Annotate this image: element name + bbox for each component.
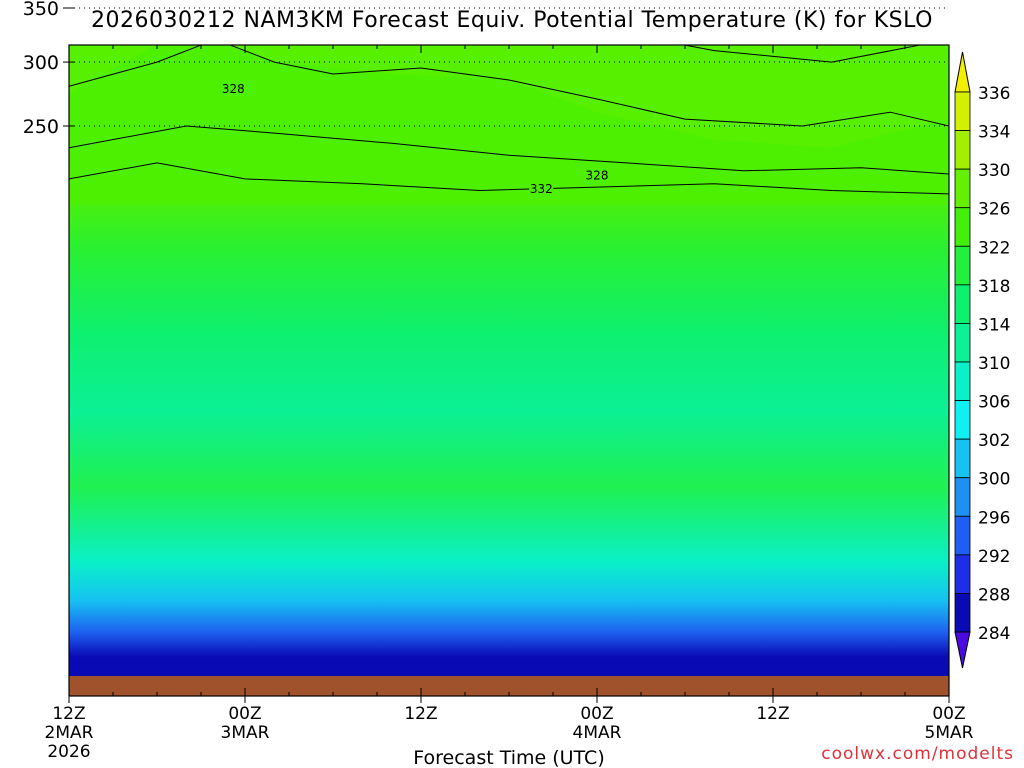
- x-tick-label-0-1: 2MAR: [45, 723, 94, 743]
- contour-label-bg-0: [529, 181, 554, 195]
- x-tick-label-0-2: 2026: [47, 742, 90, 762]
- colorbar-label-9: 302: [978, 431, 1010, 451]
- colorbar-swatch-13: [954, 593, 971, 633]
- colorbar-swatch-7: [954, 361, 971, 401]
- colorbar-label-4: 322: [978, 238, 1010, 258]
- colorbar-swatch-0: [954, 91, 971, 131]
- y-tick-label-2: 350: [23, 0, 59, 20]
- colorbar-swatch-8: [954, 400, 971, 440]
- colorbar-top-arrow: [954, 51, 971, 93]
- contour-label-0: 332: [530, 182, 553, 196]
- colorbar-label-14: 284: [978, 624, 1010, 644]
- x-axis-label: Forecast Time (UTC): [413, 747, 604, 768]
- colorbar-label-5: 318: [978, 277, 1010, 297]
- colorbar-label-1: 334: [978, 123, 1010, 143]
- colorbar-label-12: 292: [978, 547, 1010, 567]
- chart-title: 2026030212 NAM3KM Forecast Equiv. Potent…: [91, 8, 933, 33]
- colorbar-label-2: 330: [978, 161, 1010, 181]
- x-tick-label-4-0: 12Z: [756, 704, 789, 724]
- colorbar-swatch-4: [954, 245, 971, 286]
- credit-text: coolwx.com/modelts: [821, 744, 1014, 764]
- y-tick-label-1: 300: [23, 52, 59, 74]
- colorbar-swatch-3: [954, 207, 971, 247]
- field-band-0: [69, 45, 949, 205]
- colorbar-label-13: 288: [978, 585, 1010, 605]
- contour-label-bg-2: [221, 81, 246, 95]
- colorbar-label-3: 326: [978, 200, 1010, 220]
- x-tick-label-5-0: 00Z: [932, 704, 965, 724]
- x-tick-label-1-0: 00Z: [228, 704, 261, 724]
- contour-line-2: [69, 45, 949, 127]
- colorbar-label-10: 300: [978, 470, 1010, 490]
- colorbar-swatch-11: [954, 515, 971, 556]
- contour-line-0: [69, 162, 949, 195]
- colorbar-label-7: 310: [978, 354, 1010, 374]
- ground-band: [69, 676, 949, 696]
- colorbar-swatch-12: [954, 554, 971, 594]
- colorbar-swatch-1: [954, 130, 971, 170]
- contour-label-bg-1: [585, 168, 609, 182]
- x-tick-label-2-0: 12Z: [404, 704, 437, 724]
- colorbar-swatch-2: [954, 168, 971, 209]
- colorbar-swatch-9: [954, 438, 971, 479]
- x-tick-label-1-1: 3MAR: [221, 723, 270, 743]
- colorbar-label-6: 314: [978, 315, 1010, 335]
- colorbar-swatch-10: [954, 477, 971, 517]
- contour-line-1: [69, 125, 949, 175]
- contour-label-2: 328: [222, 82, 245, 96]
- y-tick-label-0: 250: [23, 116, 59, 138]
- colorbar-swatch-5: [954, 284, 971, 324]
- colorbar-label-11: 296: [978, 508, 1010, 528]
- x-tick-label-5-1: 5MAR: [925, 723, 974, 743]
- contour-line-3: [681, 45, 923, 63]
- colorbar-label-0: 336: [978, 84, 1010, 104]
- x-tick-label-0-0: 12Z: [52, 704, 85, 724]
- colorbar-swatch-6: [954, 323, 971, 363]
- colorbar-label-8: 306: [978, 393, 1010, 413]
- contour-label-1: 328: [586, 169, 609, 183]
- x-tick-label-3-1: 4MAR: [573, 723, 622, 743]
- x-tick-label-3-0: 00Z: [580, 704, 613, 724]
- colorbar-bottom-arrow: [954, 631, 971, 669]
